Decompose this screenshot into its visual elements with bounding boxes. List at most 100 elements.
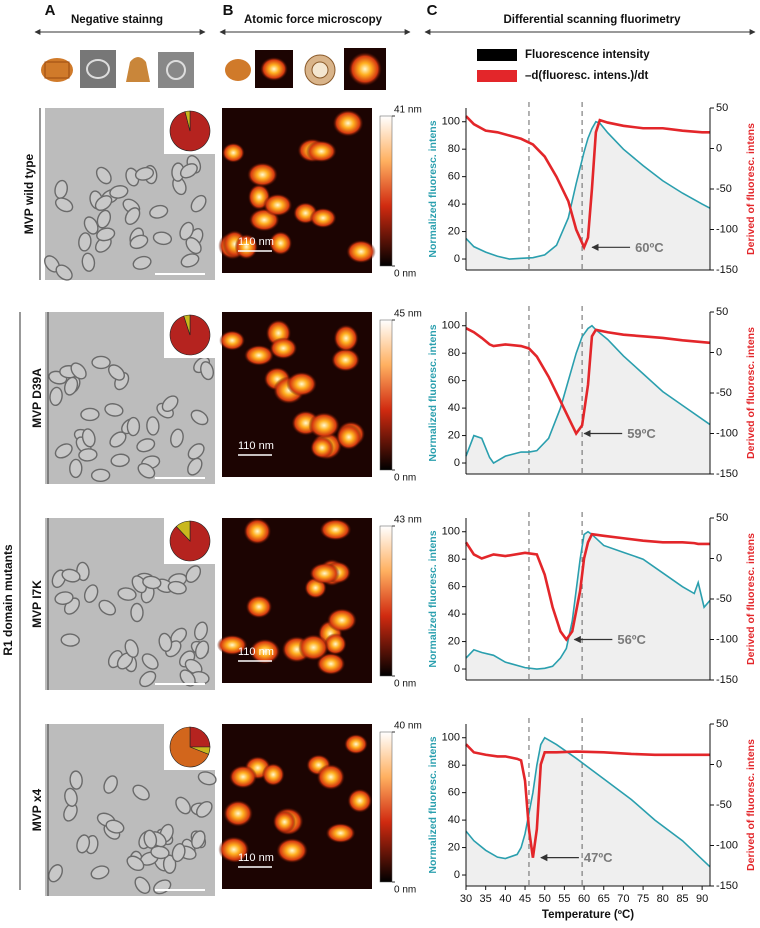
colorbar-label: 43 nm — [394, 515, 422, 526]
em-particle — [196, 800, 213, 818]
row-label: MVP wild type — [22, 153, 36, 234]
em-particle — [180, 253, 200, 268]
pie-slice — [169, 726, 209, 768]
y2-axis-label: Derived of fluoresc. intens — [745, 327, 757, 459]
em-particle — [191, 830, 206, 850]
icon — [225, 59, 251, 81]
line-series — [465, 120, 711, 260]
line-series — [465, 743, 710, 858]
y2-tick-label: 50 — [716, 718, 728, 730]
afm-particle — [286, 371, 318, 397]
afm-particle — [310, 436, 334, 459]
colorbar-label: 0 nm — [394, 473, 416, 484]
y-tick-label: 40 — [448, 814, 460, 826]
afm-particle — [243, 518, 272, 545]
y-tick-label: 60 — [448, 375, 460, 387]
em-particle — [110, 453, 130, 468]
pie-slice — [184, 110, 191, 132]
y-tick-label: 100 — [442, 116, 460, 128]
row-label: MVP x4 — [30, 788, 44, 831]
area-fill — [466, 325, 710, 474]
y-tick-label: 0 — [454, 253, 460, 265]
afm-particle — [261, 763, 285, 787]
em-particle — [83, 216, 99, 235]
afm-scale-label: 110 nm — [238, 440, 274, 452]
y-tick-label: 80 — [448, 553, 460, 565]
em-particle — [95, 166, 112, 185]
legend-swatch — [477, 70, 517, 82]
em-particle — [69, 770, 83, 790]
afm-particle — [316, 763, 345, 791]
em-particle — [54, 197, 74, 213]
icon — [158, 52, 194, 88]
x-tick-label: 70 — [617, 893, 629, 905]
em-particle — [139, 670, 157, 688]
y-tick-label: 60 — [448, 171, 460, 183]
y-axis-label: Normalized fluoresc. intens — [427, 736, 439, 873]
afm-particle — [269, 337, 298, 360]
y-tick-label: 40 — [448, 608, 460, 620]
afm-scale-label: 110 nm — [238, 646, 274, 658]
icon — [126, 57, 150, 82]
afm-particle — [325, 823, 356, 844]
em-particle — [64, 787, 78, 807]
y-axis-label: Normalized fluoresc. intens — [427, 324, 439, 461]
x-tick-label: 30 — [460, 893, 472, 905]
em-particle — [143, 829, 158, 849]
icon — [166, 60, 186, 80]
y-tick-label: 100 — [442, 526, 460, 538]
y2-tick-label: 50 — [716, 102, 728, 114]
x-tick-label: 80 — [657, 893, 669, 905]
y2-tick-label: -150 — [716, 674, 738, 686]
row-label: MVP D39A — [30, 368, 44, 428]
em-particle — [117, 587, 137, 601]
colorbar — [379, 115, 393, 267]
em-particle — [96, 209, 112, 229]
colorbar-label: 0 nm — [394, 885, 416, 896]
em-particle — [69, 458, 83, 479]
colorbar — [379, 731, 393, 883]
chart: 0 20 40 60 80 100 50 0 -50 -100 -150 Normalized flu… — [427, 306, 757, 480]
em-particle — [158, 632, 173, 652]
afm-particle — [305, 140, 337, 163]
em-particle — [124, 207, 141, 225]
em-particle — [137, 462, 156, 479]
em-particle — [108, 364, 125, 381]
em-particle — [91, 355, 111, 370]
chart: 0 20 40 60 80 100 50 0 -50 -100 -150 Normalized flu… — [427, 512, 757, 686]
y2-axis-label: Derived of fluoresc. intens — [745, 533, 757, 665]
em-particle — [54, 443, 73, 459]
y-tick-label: 100 — [442, 320, 460, 332]
afm-particle — [223, 800, 254, 827]
em-particle — [187, 457, 203, 476]
y-axis-label: Normalized fluoresc. intens — [427, 530, 439, 667]
afm-particle — [276, 837, 309, 864]
line-series — [465, 530, 711, 670]
y2-tick-label: -100 — [716, 839, 738, 851]
y2-tick-label: 0 — [716, 346, 722, 358]
afm-particle — [216, 634, 248, 656]
line-series — [465, 327, 711, 437]
panel-header: Negative stainng — [71, 14, 163, 26]
em-particle — [185, 565, 202, 583]
y-tick-label: 60 — [448, 787, 460, 799]
em-particle — [90, 468, 111, 483]
legend-label: –d(fluoresc. intens.)/dt — [525, 70, 648, 82]
afm-particle — [243, 344, 274, 366]
pie-slice — [175, 520, 191, 542]
x-tick-label: 90 — [696, 893, 708, 905]
em-particle — [76, 834, 91, 854]
y-tick-label: 20 — [448, 635, 460, 647]
panel-header: Differential scanning fluorimetry — [503, 14, 681, 26]
afm-particle — [249, 638, 281, 665]
em-particle — [132, 255, 152, 270]
annotation: 56ºC — [617, 632, 646, 647]
em-particle — [187, 443, 205, 460]
icon — [311, 61, 329, 79]
area-fill — [466, 531, 710, 680]
group-label: R1 domain mutants — [1, 544, 15, 656]
em-particle — [162, 854, 177, 874]
em-particle — [104, 403, 124, 417]
afm-particle — [219, 330, 246, 351]
y-tick-label: 80 — [448, 143, 460, 155]
